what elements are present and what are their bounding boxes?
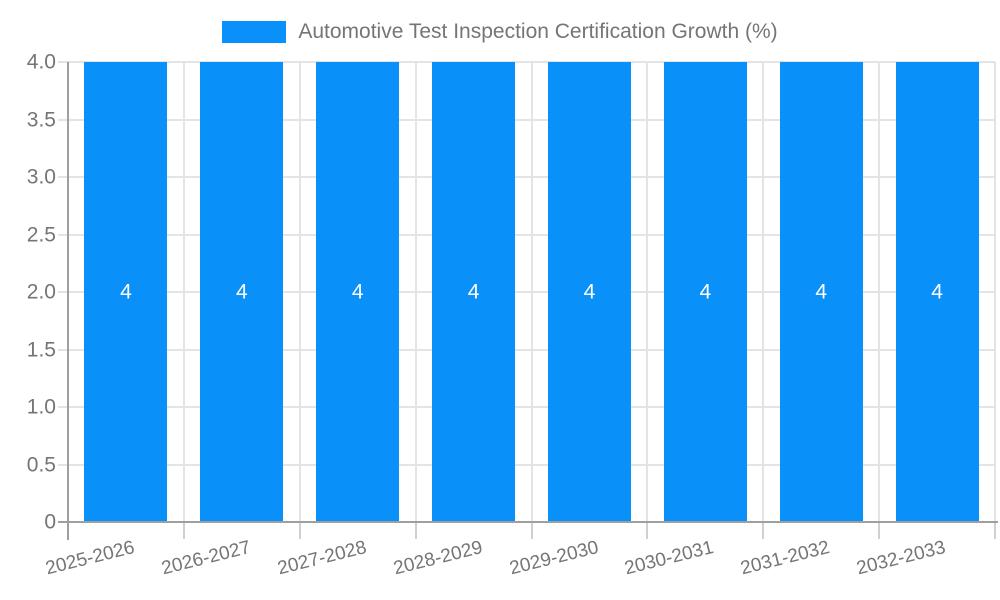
x-axis-tick-label: 2026-2027 [159, 537, 253, 580]
x-tick [646, 523, 649, 539]
x-tick [182, 523, 185, 539]
y-gridline [58, 233, 995, 236]
y-gridline [58, 406, 995, 408]
x-tick [762, 523, 765, 539]
bar-value-label: 4 [235, 280, 248, 304]
bar-value-label: 4 [467, 280, 480, 304]
y-gridline [58, 118, 995, 121]
bar [84, 62, 168, 522]
y-axis-tick-label: 0 [44, 510, 56, 534]
bar-value-label: 4 [351, 280, 364, 304]
y-axis-tick-label: 1.5 [26, 338, 56, 361]
x-tick [298, 523, 301, 539]
x-axis-tick-label: 2029-2030 [507, 537, 601, 580]
bar [432, 62, 516, 522]
x-gridline [182, 62, 185, 522]
x-gridline [878, 62, 881, 522]
x-axis-tick-label: 2027-2028 [275, 537, 369, 580]
y-axis-tick-label: 3.0 [26, 165, 56, 189]
bar-value-label: 4 [699, 280, 712, 304]
x-tick [878, 523, 881, 539]
x-tick [530, 523, 533, 539]
x-gridline [414, 62, 417, 522]
bar [316, 62, 400, 522]
x-tick [994, 523, 996, 539]
bar [547, 62, 631, 522]
chart-legend[interactable]: Automotive Test Inspection Certification… [0, 20, 1000, 44]
y-axis-tick-label: 0.5 [26, 453, 56, 476]
y-gridline [58, 463, 995, 466]
y-gridline [58, 176, 995, 178]
x-axis-tick-label: 2032-2033 [854, 537, 948, 580]
y-axis-tick-label: 4.0 [26, 50, 56, 74]
bar [663, 62, 747, 522]
y-axis-tick-label: 3.5 [26, 108, 56, 131]
x-gridline [530, 62, 533, 522]
x-gridline [646, 62, 649, 522]
y-gridline [58, 348, 995, 351]
bar-value-label: 4 [931, 280, 943, 304]
x-gridline [298, 62, 301, 522]
bar [779, 62, 863, 522]
y-axis-tick-label: 2.0 [26, 280, 56, 304]
x-axis-line [58, 521, 998, 523]
x-gridline [762, 62, 765, 522]
bar [895, 62, 979, 522]
y-axis-line [67, 62, 69, 540]
bar-value-label: 4 [120, 280, 132, 304]
x-gridline [994, 62, 996, 522]
bar [200, 62, 284, 522]
legend-swatch [222, 21, 287, 43]
bar-value-label: 4 [815, 280, 828, 304]
y-gridline [58, 291, 995, 293]
y-gridline [58, 61, 995, 63]
x-tick [414, 523, 417, 539]
bar-value-label: 4 [583, 280, 596, 304]
y-axis-tick-label: 2.5 [26, 223, 56, 246]
legend-label: Automotive Test Inspection Certification… [298, 20, 778, 43]
x-axis-tick-label: 2028-2029 [391, 537, 485, 580]
x-axis-tick-label: 2030-2031 [622, 537, 717, 580]
x-axis-tick-label: 2031-2032 [738, 537, 833, 580]
x-axis-tick-label: 2025-2026 [43, 537, 137, 580]
y-axis-tick-label: 1.0 [26, 395, 56, 419]
